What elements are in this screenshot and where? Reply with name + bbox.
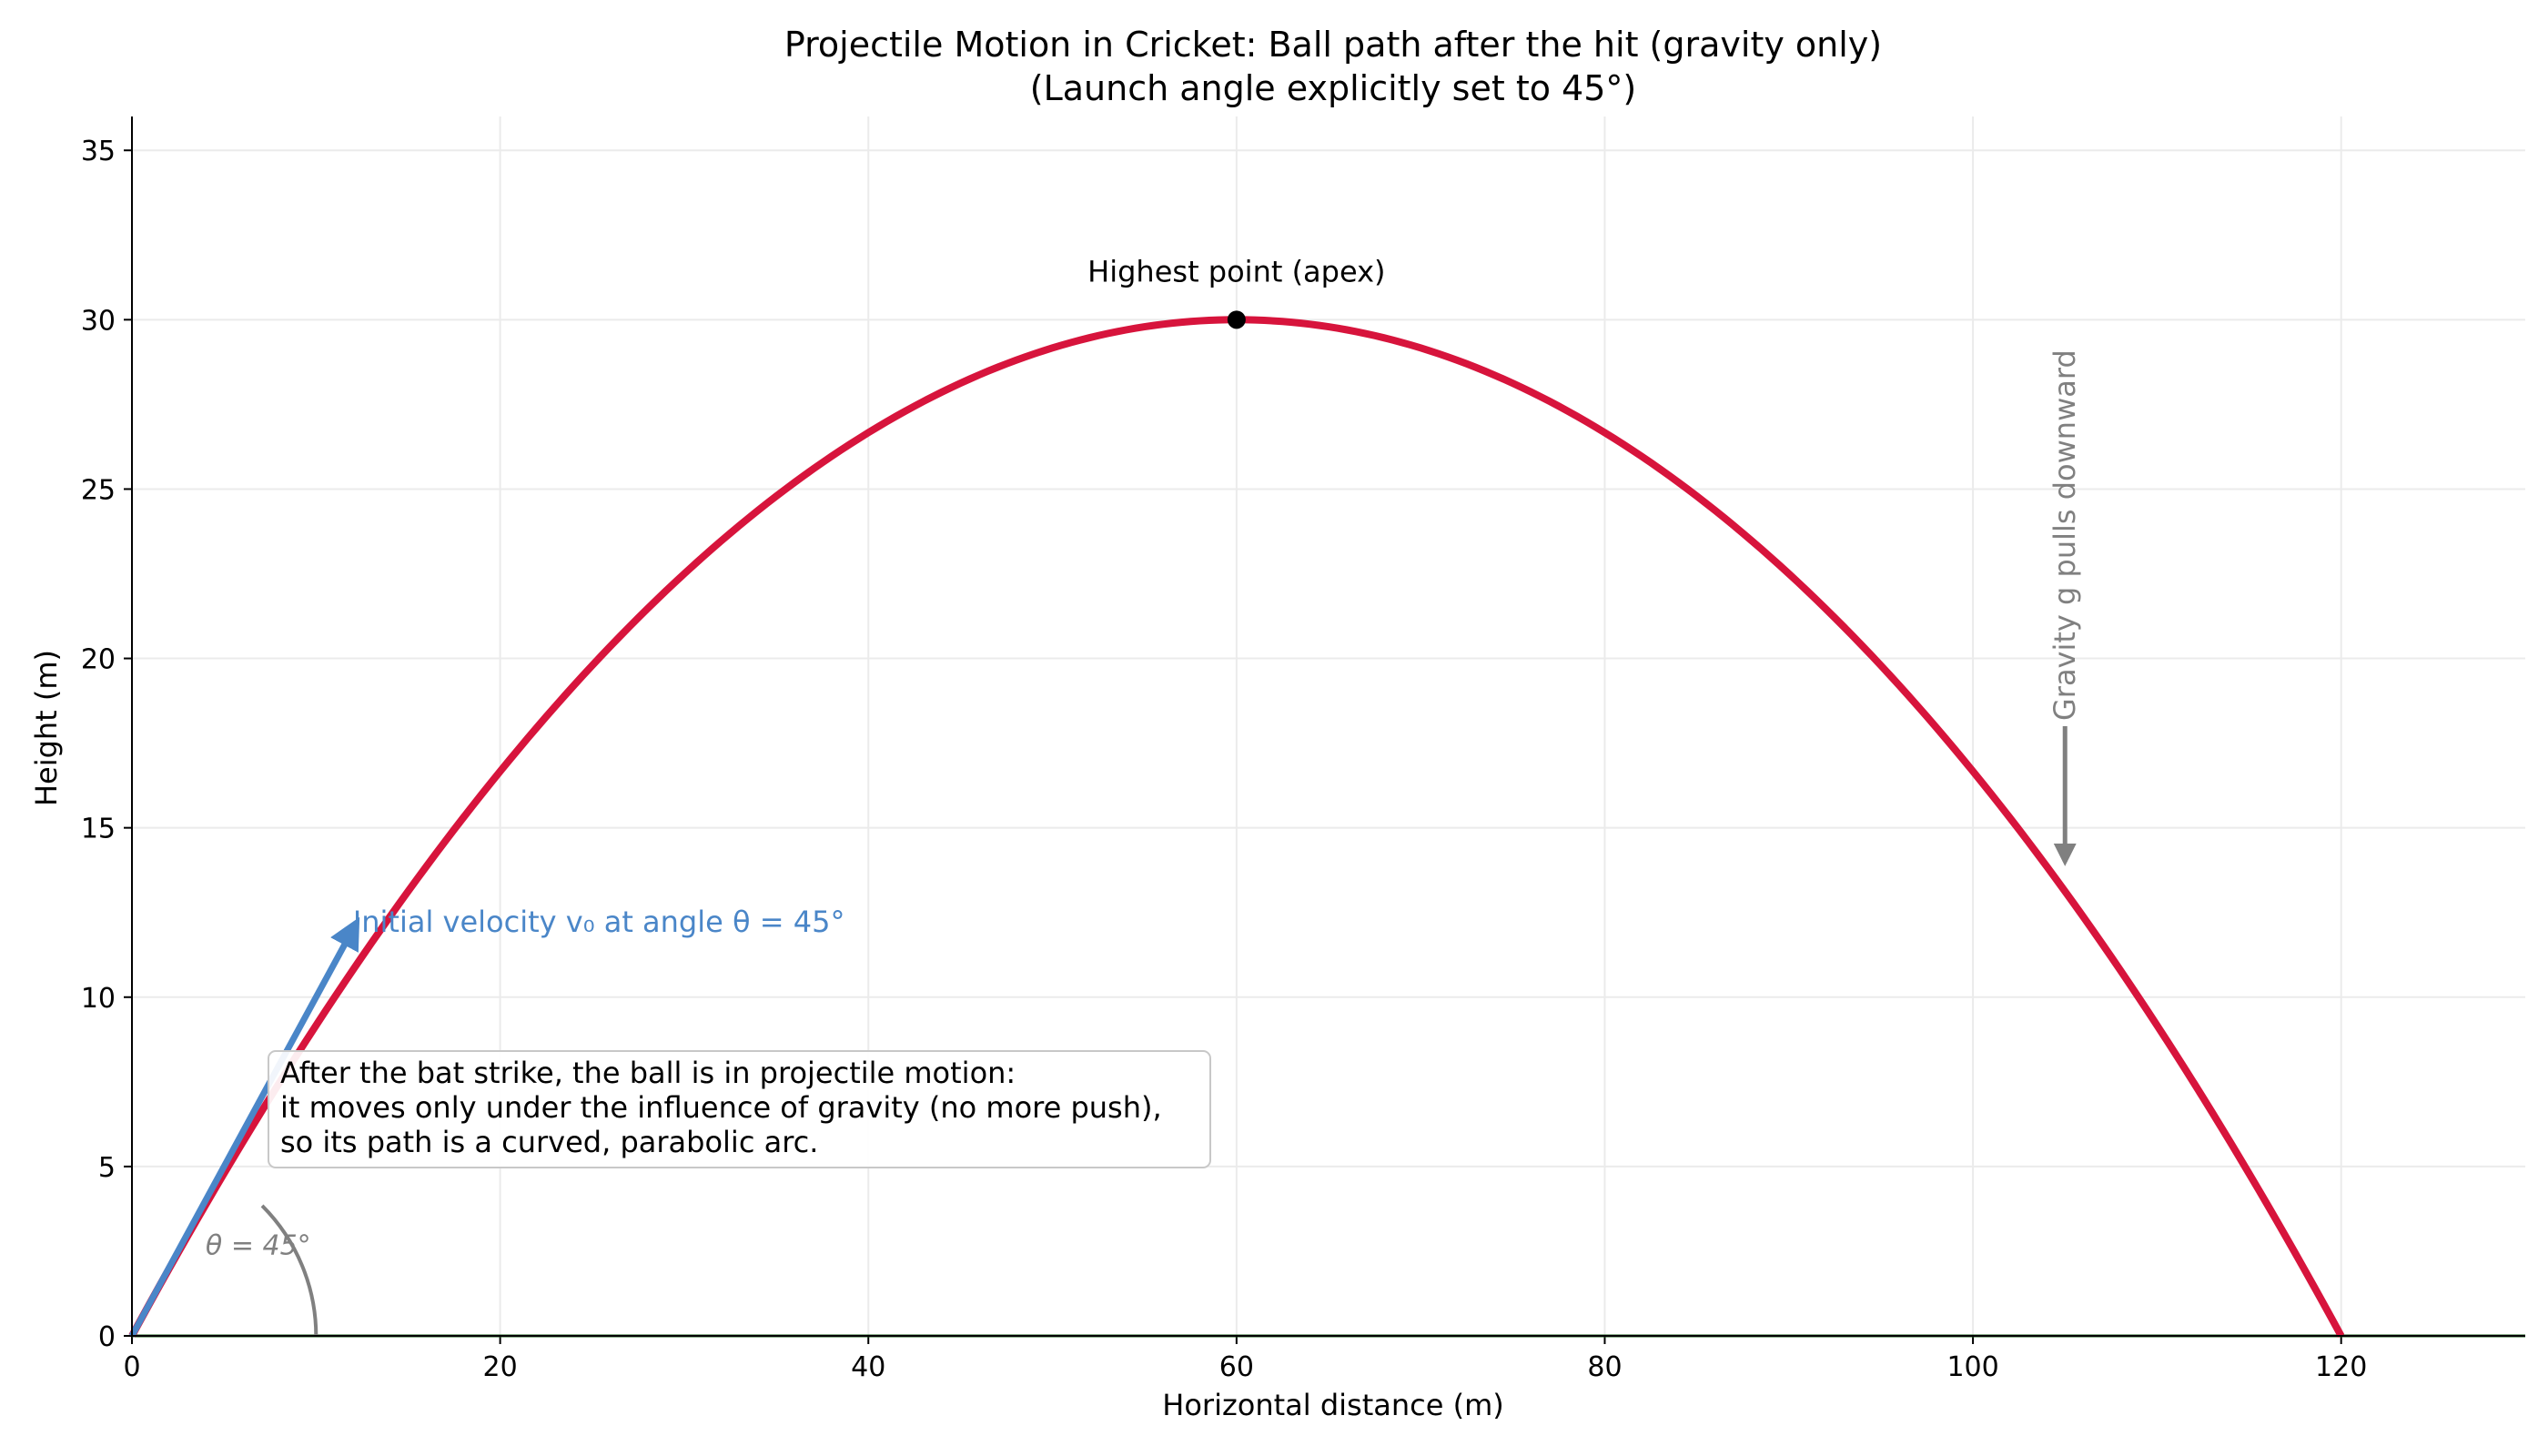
velocity-arrow	[128, 916, 360, 1338]
axis-ticks: 0 20 40 60 80 100 120 0 5 10 15 20 25 30 35	[81, 136, 2368, 1383]
y-axis-label: Height (m)	[29, 650, 64, 806]
y-tick-label: 0	[98, 1321, 116, 1353]
annotation-box: After the bat strike, the ball is in pro…	[268, 1050, 1211, 1168]
y-tick-label: 15	[81, 814, 116, 845]
y-tick-label: 10	[81, 983, 116, 1015]
y-tick-label: 35	[81, 136, 116, 167]
x-axis-label: Horizontal distance (m)	[1162, 1388, 1503, 1422]
y-tick-label: 30	[81, 305, 116, 337]
apex-label: Highest point (apex)	[1087, 254, 1385, 288]
x-tick-label: 120	[2315, 1351, 2367, 1383]
grid	[131, 116, 2525, 1337]
x-tick-label: 100	[1946, 1351, 1998, 1383]
gravity-label: Gravity g pulls downward	[2048, 349, 2082, 721]
angle-arc	[260, 1204, 318, 1337]
angle-label: θ = 45°	[206, 1230, 311, 1262]
apex-point	[1227, 310, 1246, 329]
y-tick-label: 20	[81, 644, 116, 676]
annotation-line-1: After the bat strike, the ball is in pro…	[280, 1056, 1016, 1090]
chart-subtitle: (Launch angle explicitly set to 45°)	[1030, 68, 1636, 108]
x-tick-label: 80	[1587, 1351, 1622, 1383]
annotation-line-2: it moves only under the influence of gra…	[280, 1090, 1162, 1125]
velocity-label: Initial velocity v₀ at angle θ = 45°	[353, 905, 845, 939]
annotation-line-3: so its path is a curved, parabolic arc.	[280, 1125, 818, 1159]
chart-title: Projectile Motion in Cricket: Ball path …	[784, 25, 1882, 65]
y-tick-label: 5	[98, 1152, 116, 1184]
x-tick-label: 20	[483, 1351, 518, 1383]
y-tick-label: 25	[81, 474, 116, 506]
x-tick-label: 60	[1219, 1351, 1254, 1383]
plot-marks: θ = 45° Initial velocity v₀ at angle θ = …	[128, 254, 2525, 1338]
x-tick-label: 0	[123, 1351, 140, 1383]
x-tick-label: 40	[851, 1351, 885, 1383]
